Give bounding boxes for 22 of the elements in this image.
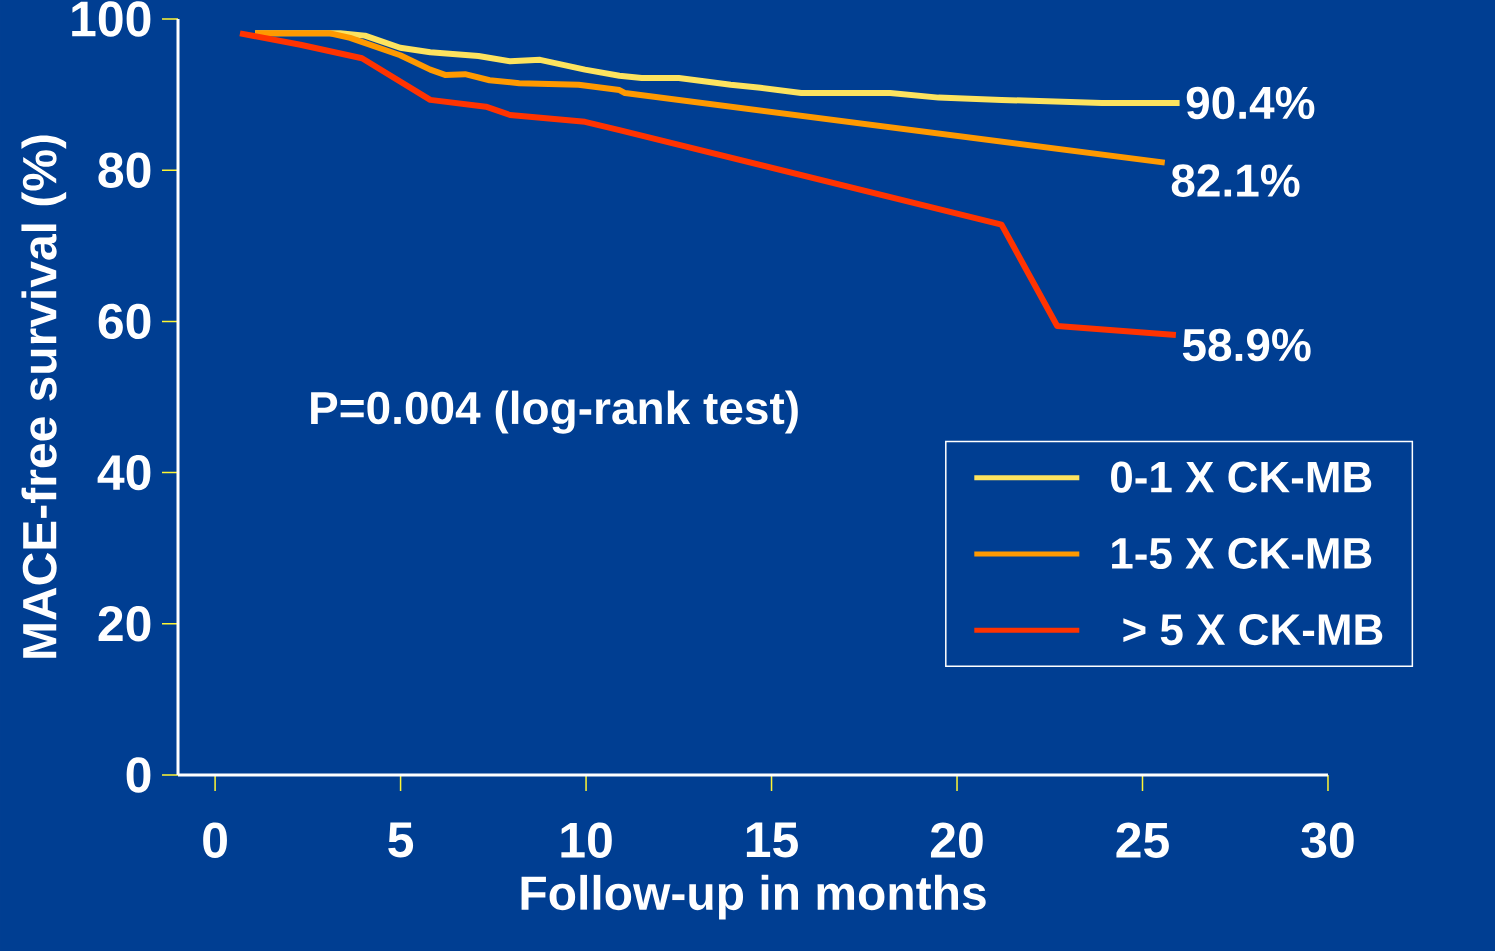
y-tick-label: 100 [72, 1, 151, 37]
x-tick-label: 5 [388, 822, 414, 858]
y-axis-title: MACE-free survival (%) [21, 135, 67, 658]
annotation: 58.9% [1182, 328, 1311, 362]
x-tick-label: 30 [1301, 822, 1354, 858]
annotation: 82.1% [1171, 164, 1300, 197]
x-tick-label: 25 [1116, 822, 1169, 858]
x-axis-title: Follow-up in months [521, 874, 986, 920]
annotation: 90.4% [1186, 86, 1315, 120]
x-tick-label: 0 [203, 822, 227, 858]
y-tick-label: 20 [98, 606, 151, 642]
annotation: P=0.004 (log-rank test) [311, 390, 798, 434]
x-tick-label: 15 [746, 822, 798, 858]
x-tick-label: 20 [930, 822, 983, 858]
legend-label: 1-5 X CK-MB [1112, 537, 1372, 569]
legend-label: > 5 X CK-MB [1123, 614, 1383, 646]
x-tick-label: 10 [561, 822, 612, 858]
y-tick-label: 60 [98, 303, 151, 340]
y-tick-label: 40 [97, 454, 151, 491]
legend-label: 0-1 X CK-MB [1111, 461, 1372, 493]
y-tick-label: 0 [126, 757, 151, 793]
y-tick-label: 80 [98, 152, 151, 188]
